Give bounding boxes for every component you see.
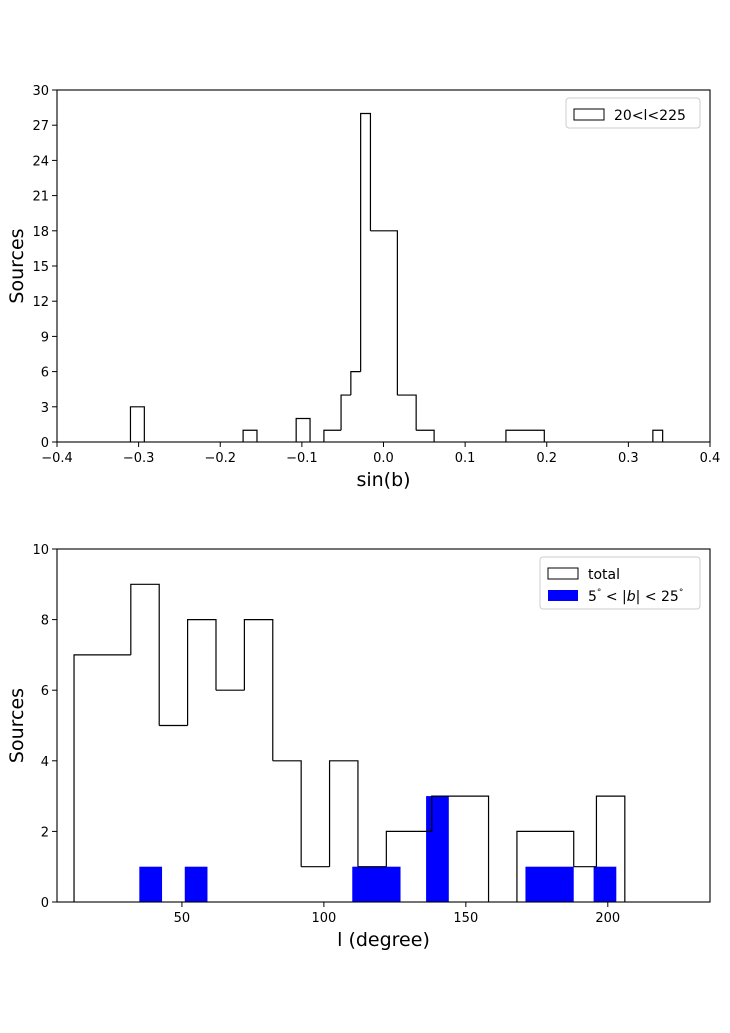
histogram-bar <box>525 866 574 902</box>
legend-part: ° <box>679 588 684 598</box>
histogram-step <box>652 429 664 442</box>
y-tick-label: 9 <box>41 330 49 345</box>
histogram-step <box>243 619 274 761</box>
legend-label-20-l-225: 20<l<225 <box>614 108 686 124</box>
x-tick-label: 0.4 <box>700 451 721 466</box>
top-histogram-panel: −0.4 −0.3 −0.2 −0.1 0.0 0.1 0.2 0.3 0.4 0 3 6 9 12 15… <box>6 84 720 491</box>
legend-part: b <box>627 589 636 605</box>
histogram-step <box>272 760 302 867</box>
histogram-step <box>295 417 311 442</box>
histogram-step <box>129 406 145 442</box>
y-tick-label: 30 <box>32 84 49 99</box>
histogram-step <box>595 795 626 902</box>
y-tick-label: 24 <box>32 154 49 169</box>
legend-part: ° <box>597 588 602 598</box>
y-tick-label: 12 <box>32 295 49 310</box>
histogram-step <box>416 429 435 442</box>
top-x-axis-label: sin(b) <box>356 469 410 491</box>
x-tick-label: 0.3 <box>618 451 639 466</box>
legend-part: | < 25 <box>636 589 679 605</box>
histogram-step <box>350 371 361 396</box>
top-plot-frame <box>56 89 711 443</box>
histogram-step <box>130 583 160 726</box>
histogram-bar <box>593 866 617 902</box>
histogram-step <box>73 654 131 902</box>
histogram-step <box>340 394 351 431</box>
histogram-bar <box>184 866 208 902</box>
bottom-legend: total 5° < |b| < 25° <box>539 556 701 610</box>
histogram-step <box>385 830 432 867</box>
bottom-legend-frame <box>539 556 701 610</box>
y-tick-label: 27 <box>32 119 49 134</box>
histogram-step <box>505 429 545 442</box>
y-tick-label: 6 <box>41 684 49 699</box>
histogram-bar <box>426 796 449 902</box>
x-tick-label: 100 <box>311 911 336 926</box>
x-tick-label: 0.1 <box>455 451 476 466</box>
histogram-step <box>187 619 217 726</box>
x-tick-label: −0.3 <box>123 451 155 466</box>
bottom-histogram-panel: 50 100 150 200 0 2 4 6 8 10 l (degree) Sources t… <box>6 543 711 951</box>
y-tick-label: 0 <box>41 436 49 451</box>
histogram-step <box>328 760 359 867</box>
top-histogram-series <box>129 112 664 442</box>
y-tick-label: 2 <box>41 825 49 840</box>
y-tick-label: 0 <box>41 896 49 911</box>
bottom-y-ticks: 0 2 4 6 8 10 <box>32 543 57 911</box>
y-tick-label: 4 <box>41 755 49 770</box>
y-tick-label: 10 <box>32 543 49 558</box>
legend-swatch-20-l-225 <box>573 108 605 121</box>
bottom-y-axis-label: Sources <box>6 688 28 763</box>
legend-part: < | <box>601 589 626 605</box>
bottom-x-ticks: 50 100 150 200 <box>174 902 620 926</box>
bottom-plot-frame <box>56 548 711 903</box>
histogram-step <box>242 429 258 442</box>
histogram-step <box>431 795 490 902</box>
x-tick-label: 200 <box>595 911 620 926</box>
legend-part: 5 <box>588 589 597 605</box>
x-tick-label: 150 <box>453 911 478 926</box>
top-y-ticks: 0 3 6 9 12 15 18 21 24 27 30 <box>32 84 57 451</box>
x-tick-label: −0.2 <box>204 451 236 466</box>
top-x-ticks: −0.4 −0.3 −0.2 −0.1 0.0 0.1 0.2 0.3 0.4 <box>41 442 720 466</box>
x-tick-label: 0.2 <box>536 451 557 466</box>
x-tick-label: −0.4 <box>41 451 73 466</box>
y-tick-label: 18 <box>32 225 49 240</box>
x-tick-label: 0.0 <box>373 451 394 466</box>
histogram-bar <box>139 866 163 902</box>
y-tick-label: 3 <box>41 401 49 416</box>
legend-label-total: total <box>588 567 620 583</box>
top-y-axis-label: Sources <box>6 228 28 303</box>
histogram-step <box>397 394 417 431</box>
y-tick-label: 21 <box>32 190 49 205</box>
y-tick-label: 6 <box>41 366 49 381</box>
x-tick-label: 50 <box>174 911 191 926</box>
histogram-step <box>323 429 342 442</box>
histogram-step <box>360 112 372 372</box>
histogram-bar <box>352 866 401 902</box>
top-legend: 20<l<225 <box>565 97 701 129</box>
bottom-histogram-series <box>73 583 626 902</box>
x-tick-label: −0.1 <box>286 451 318 466</box>
legend-swatch-total <box>547 567 579 580</box>
bottom-x-axis-label: l (degree) <box>337 929 430 951</box>
histogram-step <box>516 830 575 902</box>
y-tick-label: 15 <box>32 260 49 275</box>
legend-swatch-b-range <box>548 590 578 601</box>
histogram-step <box>370 230 398 396</box>
y-tick-label: 8 <box>41 614 49 629</box>
legend-label-b-range: 5° < |b| < 25° <box>588 588 683 605</box>
